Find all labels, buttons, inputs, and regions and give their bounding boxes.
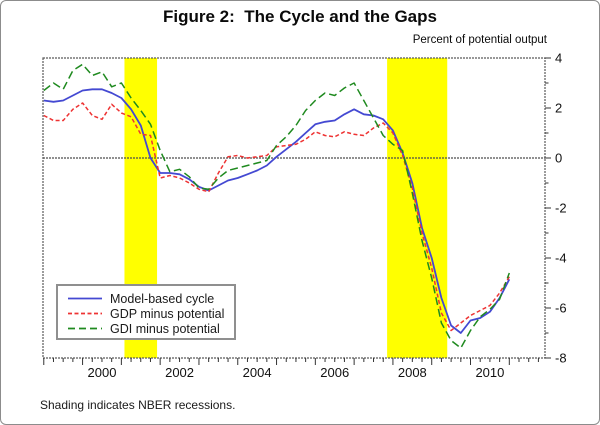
x-axis-ticks [43,358,539,365]
legend-item-gdp-gap: GDP minus potential [67,306,234,321]
y-tick-label: 0 [555,151,562,166]
y-axis-labels: 4 2 0 -2 -4 -6 -8 [555,51,567,366]
legend-label: GDP minus potential [110,306,225,321]
x-tick-label: 2002 [165,365,194,380]
footnote: Shading indicates NBER recessions. [40,398,236,412]
legend-item-gdi-gap: GDI minus potential [67,321,234,336]
x-axis-labels: 2000 2002 2004 2006 2008 2010 [88,365,505,380]
series-model-based-cycle [43,88,511,334]
x-tick-label: 2006 [320,365,349,380]
y-axis-ticks [545,57,551,359]
series-gdi-minus-potential [43,63,511,349]
legend-item-model-cycle: Model-based cycle [67,291,234,306]
y-tick-label: 4 [555,51,562,66]
y-tick-label: 2 [555,101,562,116]
y-axis-unit-label: Percent of potential output [412,34,547,46]
x-tick-label: 2008 [398,365,427,380]
legend-label: GDI minus potential [110,321,220,336]
legend-sample-solid-line [68,297,102,300]
x-tick-label: 2010 [475,365,504,380]
y-tick-label: -8 [555,351,567,366]
y-tick-label: -2 [555,201,567,216]
chart-title: Figure 2: The Cycle and the Gaps [163,7,437,26]
legend-sample-long-dash-line [68,327,102,330]
y-tick-label: -6 [555,301,567,316]
legend-sample-dashed-line [68,312,102,315]
legend-label: Model-based cycle [110,291,215,306]
y-tick-label: -4 [555,251,567,266]
x-tick-label: 2000 [88,365,117,380]
x-tick-label: 2004 [243,365,272,380]
legend-box: Model-based cycle GDP minus potential GD… [56,284,236,340]
